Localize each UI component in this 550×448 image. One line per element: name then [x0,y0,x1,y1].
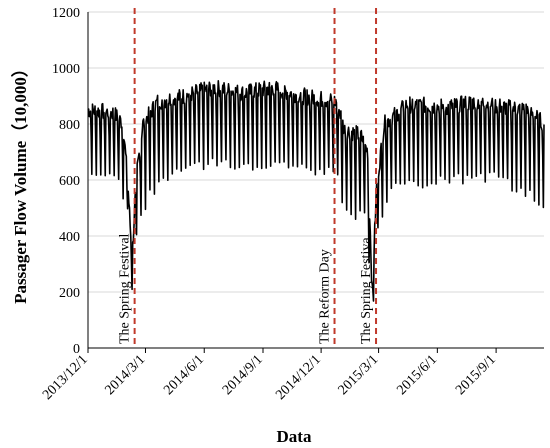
x-tick-label: 2015/6/1 [394,352,440,398]
y-tick-label: 600 [59,174,80,189]
reference-line-label: The Spring Festival [118,233,133,344]
tick-labels: 0 200 400 600 800 1000 1200 2013/12/1 2014/3/1 20… [40,6,499,403]
y-tick-label: 200 [59,286,80,301]
reference-line-label: The Reform Day [318,249,333,344]
x-tick-label: 2014/12/1 [273,352,324,403]
y-tick-label: 1000 [52,62,80,77]
x-tick-label: 2015/3/1 [336,352,382,398]
x-tick-label: 2014/3/1 [103,352,149,398]
x-tick-label: 2014/9/1 [220,352,266,398]
y-tick-label: 400 [59,230,80,245]
axes [87,12,544,353]
y-tick-label: 1200 [52,6,80,21]
y-tick-label: 800 [59,118,80,133]
x-tick-label: 2015/9/1 [453,352,499,398]
x-tick-label: 2014/6/1 [161,352,207,398]
series-layer [87,80,545,302]
x-tick-label: 2013/12/1 [40,352,91,403]
y-tick-label: 0 [73,342,80,357]
series-line [87,80,545,302]
y-axis-title: Passager Flow Volume（10,000） [10,60,30,304]
reference-line-label: The Spring Festiva [359,237,374,344]
x-axis-title: Data [277,427,312,446]
reference-lines: The Spring Festival The Reform Day The Spr… [118,8,378,348]
